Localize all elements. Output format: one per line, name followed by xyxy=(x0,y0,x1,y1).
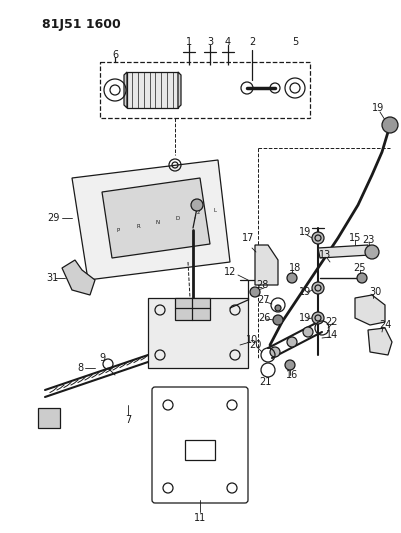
Text: 13: 13 xyxy=(318,250,330,260)
Text: 81J51 1600: 81J51 1600 xyxy=(42,18,120,31)
Circle shape xyxy=(269,347,279,357)
Text: 29: 29 xyxy=(47,213,59,223)
Text: 17: 17 xyxy=(241,233,253,243)
Polygon shape xyxy=(72,160,229,280)
Polygon shape xyxy=(367,328,391,355)
Circle shape xyxy=(302,327,312,337)
Text: 12: 12 xyxy=(223,267,236,277)
Text: 31: 31 xyxy=(46,273,58,283)
Text: 19: 19 xyxy=(371,103,383,113)
Polygon shape xyxy=(38,408,60,428)
Circle shape xyxy=(272,315,282,325)
Polygon shape xyxy=(127,72,178,108)
Polygon shape xyxy=(254,245,277,285)
Polygon shape xyxy=(124,72,127,108)
Text: N: N xyxy=(156,220,160,224)
Text: 26: 26 xyxy=(257,313,269,323)
Text: 11: 11 xyxy=(193,513,206,523)
Circle shape xyxy=(286,337,296,347)
Text: 3: 3 xyxy=(207,37,213,47)
Text: 15: 15 xyxy=(348,233,360,243)
Text: R: R xyxy=(136,223,140,229)
Text: 21: 21 xyxy=(258,377,271,387)
Text: 20: 20 xyxy=(248,340,261,350)
Text: 19: 19 xyxy=(298,287,310,297)
Text: 19: 19 xyxy=(298,227,310,237)
Circle shape xyxy=(286,273,296,283)
Circle shape xyxy=(311,232,323,244)
Text: 5: 5 xyxy=(291,37,298,47)
Polygon shape xyxy=(102,178,209,258)
Circle shape xyxy=(284,360,294,370)
Polygon shape xyxy=(178,72,180,108)
Text: 1: 1 xyxy=(186,37,192,47)
Text: 4: 4 xyxy=(225,37,231,47)
Text: 27: 27 xyxy=(257,295,269,305)
Text: 8: 8 xyxy=(77,363,83,373)
Text: 2: 2 xyxy=(248,37,255,47)
Text: 10: 10 xyxy=(245,335,257,345)
Polygon shape xyxy=(317,245,369,258)
Polygon shape xyxy=(62,260,95,295)
Text: 18: 18 xyxy=(288,263,300,273)
Text: 28: 28 xyxy=(255,280,267,290)
Circle shape xyxy=(274,305,280,311)
Circle shape xyxy=(190,199,203,211)
Polygon shape xyxy=(174,298,209,320)
Polygon shape xyxy=(148,298,247,368)
Circle shape xyxy=(381,117,397,133)
Text: 24: 24 xyxy=(378,320,390,330)
Polygon shape xyxy=(354,295,384,325)
Text: 14: 14 xyxy=(325,330,337,340)
Text: D: D xyxy=(176,215,180,221)
Text: 30: 30 xyxy=(368,287,380,297)
Text: L: L xyxy=(213,207,216,213)
Text: 9: 9 xyxy=(99,353,105,363)
Text: 16: 16 xyxy=(285,370,298,380)
Circle shape xyxy=(311,312,323,324)
Text: P: P xyxy=(116,228,119,232)
Text: 6: 6 xyxy=(111,50,118,60)
Text: 23: 23 xyxy=(361,235,373,245)
Text: 19: 19 xyxy=(298,313,310,323)
Text: 2: 2 xyxy=(196,211,199,215)
Text: 25: 25 xyxy=(353,263,365,273)
Text: 7: 7 xyxy=(125,415,131,425)
Circle shape xyxy=(311,282,323,294)
Circle shape xyxy=(356,273,366,283)
Circle shape xyxy=(364,245,378,259)
Circle shape xyxy=(249,287,259,297)
Text: 22: 22 xyxy=(325,317,337,327)
